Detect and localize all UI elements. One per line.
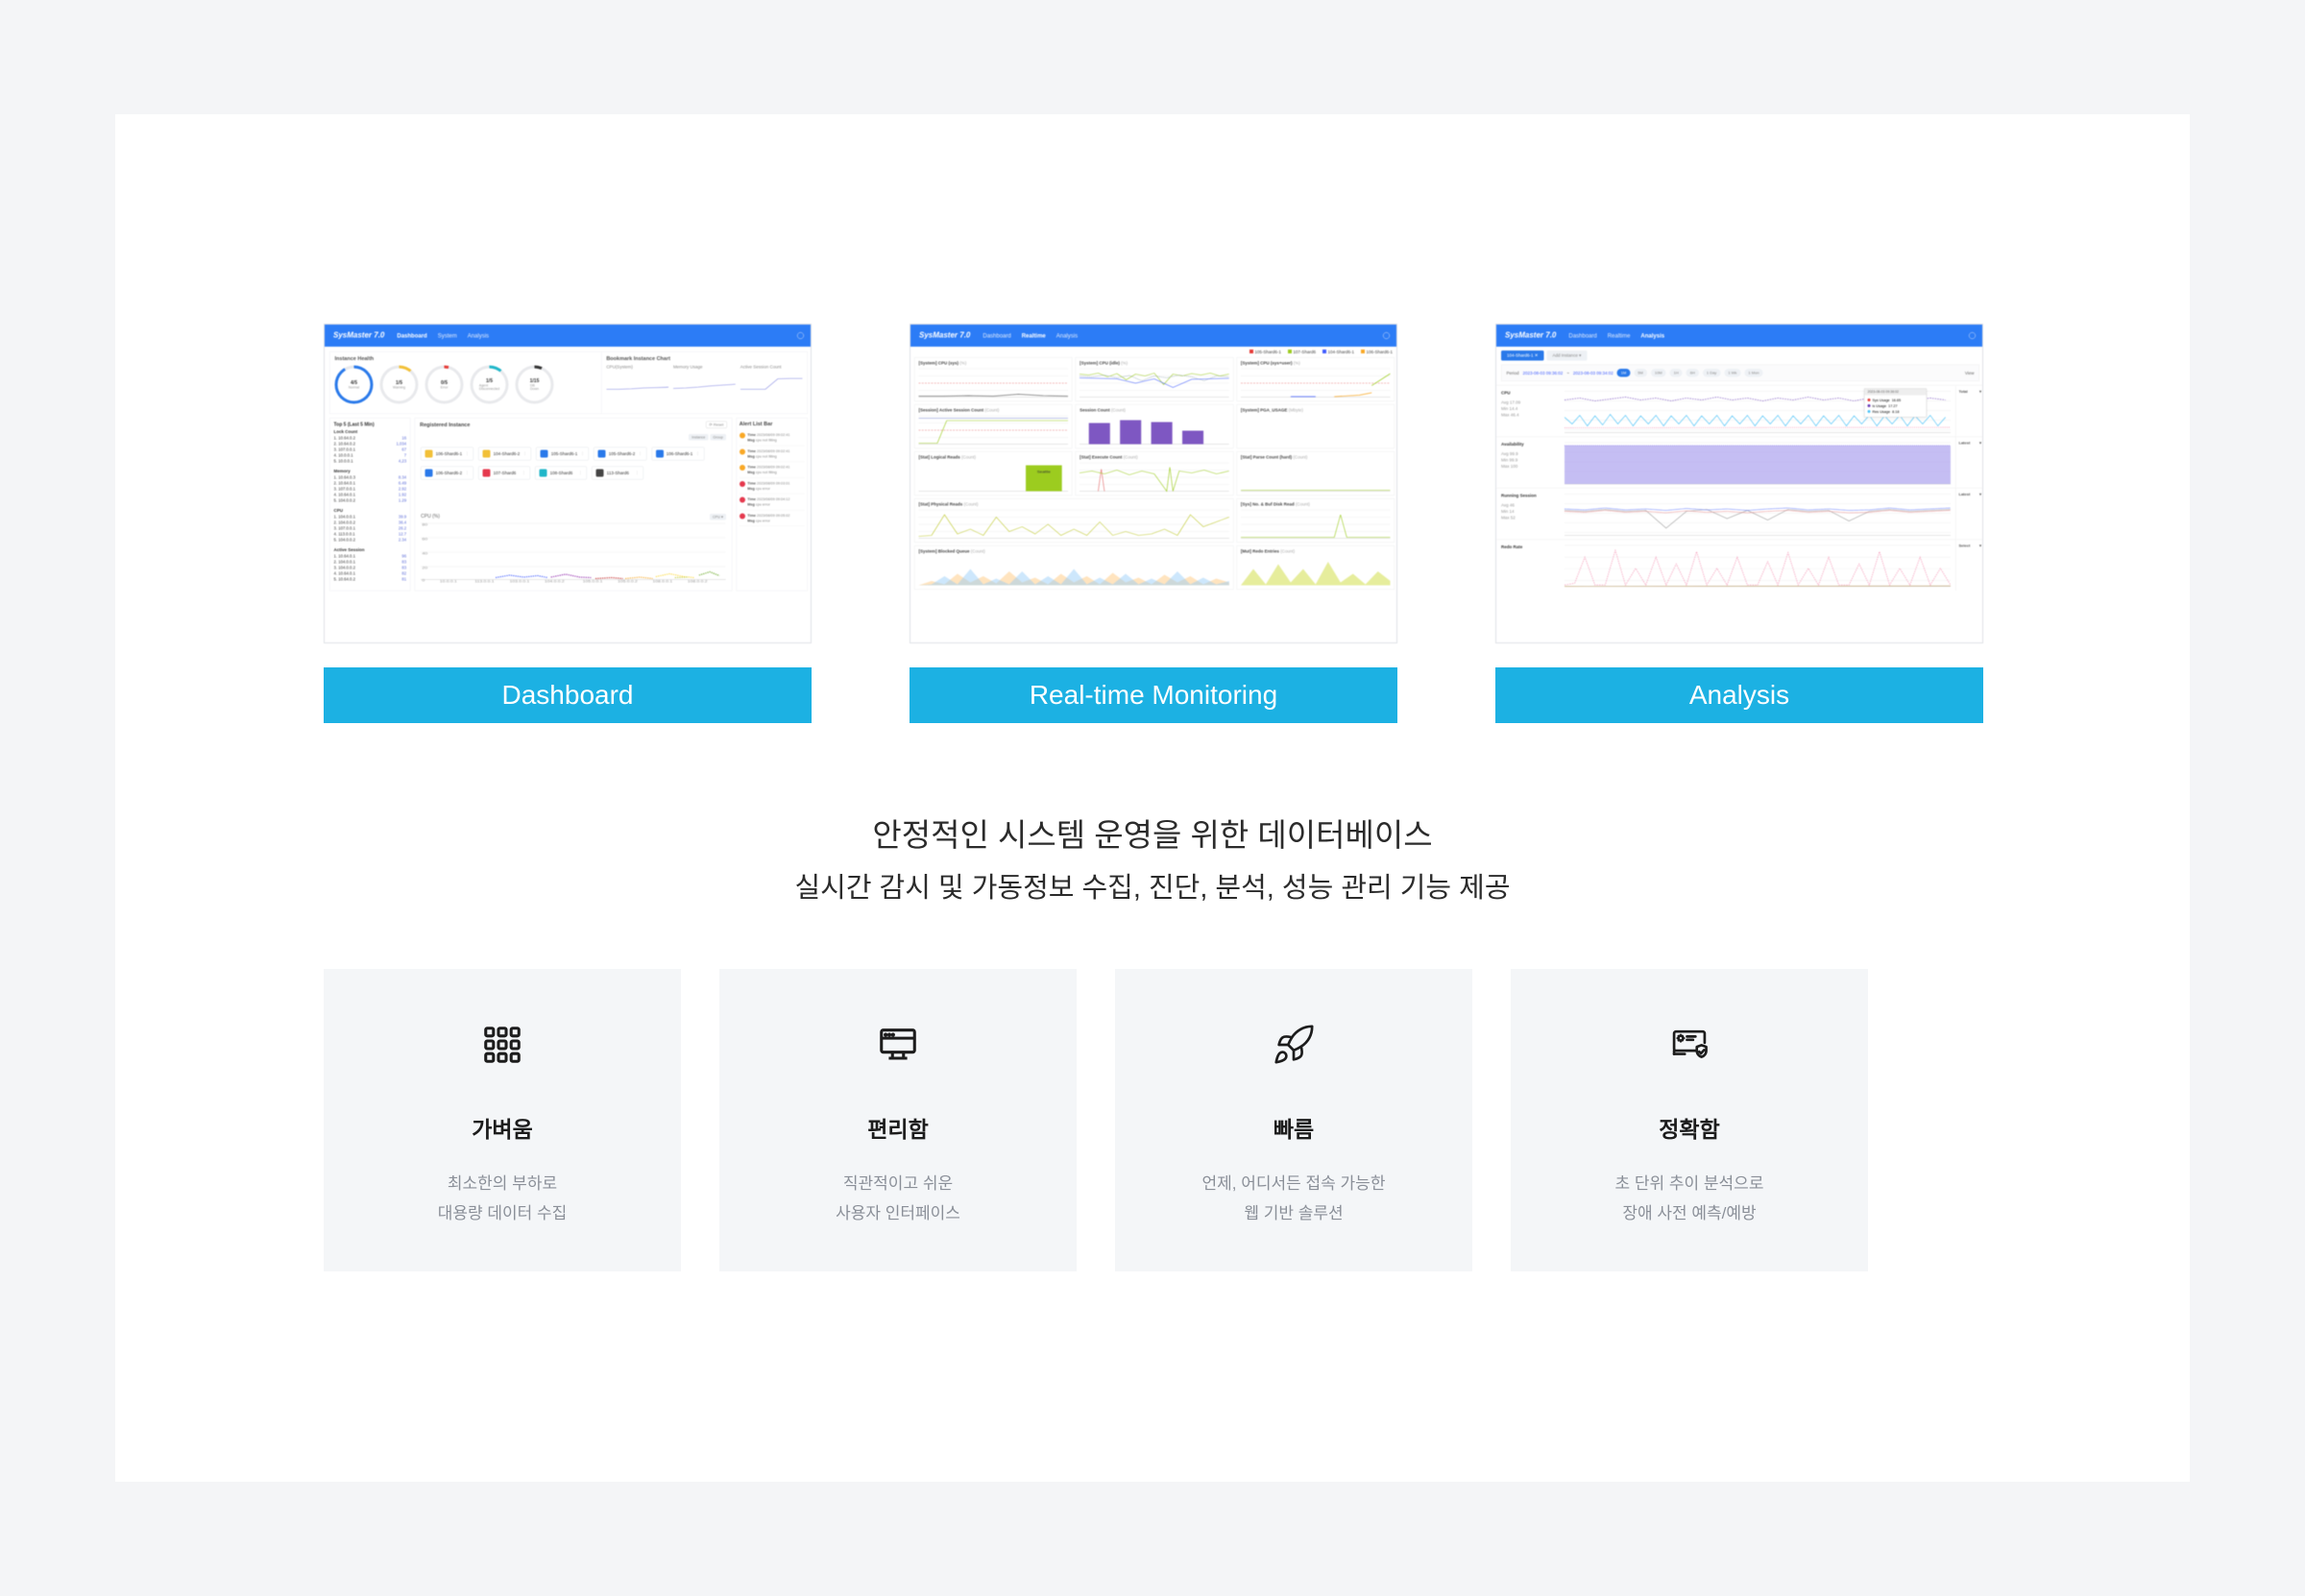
svg-text:10.0.0.1: 10.0.0.1 <box>440 579 457 583</box>
svg-text:0: 0 <box>422 578 425 582</box>
svg-text:103.0.0.1: 103.0.0.1 <box>510 579 530 583</box>
svg-text:113.0.0.1: 113.0.0.1 <box>474 579 495 583</box>
svg-text:105.0.0.1: 105.0.0.1 <box>583 579 603 583</box>
svg-text:Seattle: Seattle <box>1037 470 1052 473</box>
svg-text:104.0.0.2: 104.0.0.2 <box>545 579 565 583</box>
svg-text:60: 60 <box>422 537 427 541</box>
svg-text:108.0.0.1: 108.0.0.1 <box>653 579 673 583</box>
svg-text:80: 80 <box>422 522 427 526</box>
svg-text:40: 40 <box>422 551 427 555</box>
svg-text:108.0.0.2: 108.0.0.2 <box>688 579 708 583</box>
svg-text:105.0.0.2: 105.0.0.2 <box>618 579 638 583</box>
svg-text:20: 20 <box>422 566 427 569</box>
